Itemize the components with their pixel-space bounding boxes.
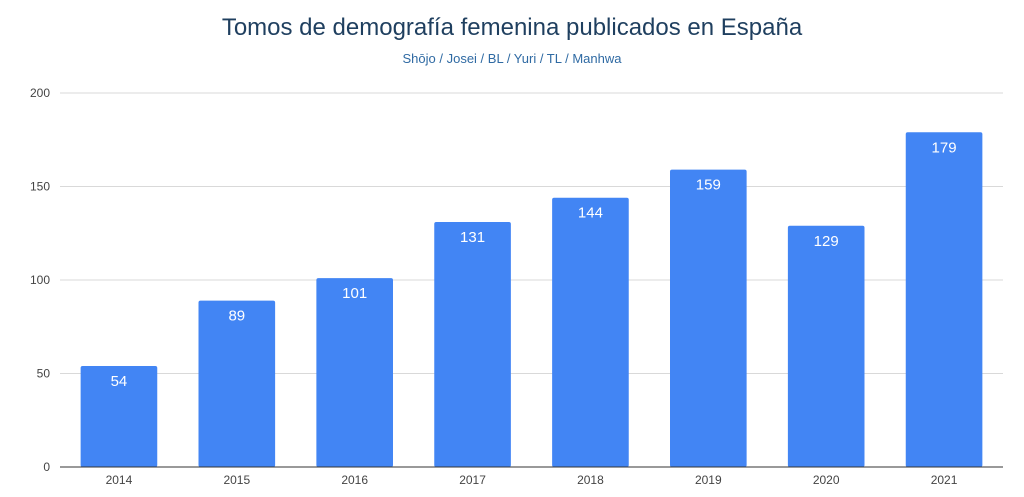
x-tick-label: 2019	[695, 473, 722, 487]
bar-2017	[434, 222, 511, 467]
bar-2020	[787, 225, 865, 467]
x-tick-label: 2020	[813, 473, 840, 487]
x-tick-label: 2016	[341, 473, 368, 487]
bar-2014	[80, 366, 158, 467]
data-label-2020: 129	[814, 233, 839, 250]
bar-2015	[198, 300, 276, 467]
chart-subtitle: Shōjo / Josei / BL / Yuri / TL / Manhwa	[402, 51, 622, 66]
data-label-2021: 179	[932, 139, 957, 156]
x-tick-label: 2018	[577, 473, 604, 487]
y-tick-label: 50	[37, 367, 51, 381]
data-label-2017: 131	[460, 229, 485, 246]
y-tick-label: 200	[30, 86, 50, 100]
x-tick-label: 2014	[106, 473, 133, 487]
x-tick-label: 2017	[459, 473, 486, 487]
data-label-2016: 101	[342, 285, 367, 302]
x-tick-label: 2021	[931, 473, 958, 487]
y-tick-label: 0	[43, 460, 50, 474]
y-tick-label: 150	[30, 180, 50, 194]
bar-2018	[552, 197, 629, 467]
bar-2021	[905, 132, 983, 467]
data-label-2018: 144	[578, 205, 603, 222]
bar-2016	[316, 278, 393, 467]
data-label-2019: 159	[696, 177, 721, 194]
bar-2019	[670, 169, 747, 468]
data-label-2015: 89	[228, 308, 245, 325]
data-label-2014: 54	[111, 373, 128, 390]
chart-title: Tomos de demografía femenina publicados …	[221, 14, 803, 41]
y-tick-label: 100	[30, 273, 50, 287]
x-tick-label: 2015	[223, 473, 250, 487]
